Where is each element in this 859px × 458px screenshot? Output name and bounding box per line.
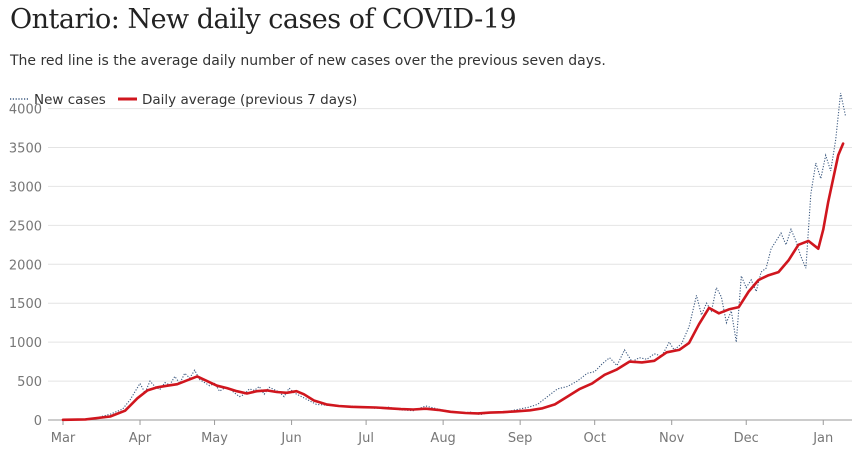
y-tick-label: 2000 bbox=[9, 258, 42, 273]
x-tick-label: Nov bbox=[659, 431, 685, 446]
y-tick-label: 1500 bbox=[9, 297, 42, 312]
x-tick-label: May bbox=[201, 431, 228, 446]
legend-new-cases-label: New cases bbox=[34, 92, 106, 108]
x-tick-label: Jul bbox=[357, 431, 374, 446]
y-tick-label: 500 bbox=[17, 375, 42, 390]
legend: New cases Daily average (previous 7 days… bbox=[10, 92, 357, 108]
gridlines bbox=[48, 108, 852, 421]
y-tick-label: 2500 bbox=[9, 219, 42, 234]
x-axis-ticks: Mar Apr May Jun Jul Aug Sep Oct Nov Dec Jan bbox=[51, 420, 833, 446]
x-tick-label: Dec bbox=[734, 431, 759, 446]
y-tick-label: 3500 bbox=[9, 142, 42, 157]
series-daily-average-line bbox=[61, 142, 845, 422]
x-tick-label: Mar bbox=[51, 431, 76, 446]
y-tick-label: 0 bbox=[34, 414, 42, 429]
chart-subtitle: The red line is the average daily number… bbox=[10, 53, 606, 69]
plot-lines bbox=[61, 92, 847, 422]
x-tick-label: Aug bbox=[430, 431, 455, 446]
chart-title: Ontario: New daily cases of COVID-19 bbox=[10, 4, 517, 35]
y-tick-label: 4000 bbox=[9, 103, 42, 118]
legend-average-label: Daily average (previous 7 days) bbox=[142, 92, 357, 108]
y-axis-ticks: 0 500 1000 1500 2000 2500 3000 3500 4000 bbox=[9, 103, 42, 429]
x-tick-label: Oct bbox=[583, 431, 605, 446]
series-new-cases-line bbox=[62, 92, 847, 421]
y-tick-label: 3000 bbox=[9, 180, 42, 195]
x-tick-label: Jan bbox=[812, 431, 833, 446]
x-tick-label: Apr bbox=[129, 431, 152, 446]
x-tick-label: Sep bbox=[508, 431, 533, 446]
y-tick-label: 1000 bbox=[9, 336, 42, 351]
x-tick-label: Jun bbox=[280, 431, 301, 446]
